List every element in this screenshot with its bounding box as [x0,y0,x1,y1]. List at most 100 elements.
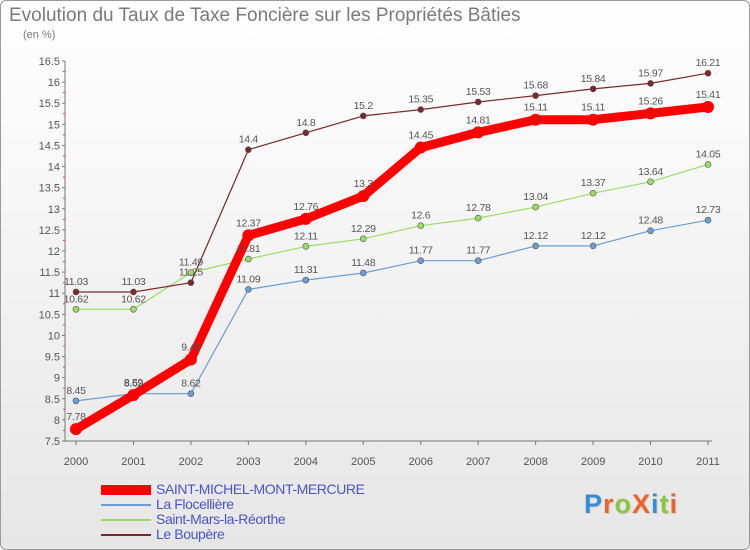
legend-label: Saint-Mars-la-Réorthe [156,511,286,527]
data-label: 11.03 [121,276,145,288]
legend-label: Le Boupère [156,526,225,542]
data-label: 12.12 [581,230,606,242]
data-label: 9.43 [181,342,201,354]
legend-swatch [101,504,151,506]
data-label: 15.41 [696,89,721,101]
logo-letter: i [651,489,660,519]
data-label: 13.64 [638,166,663,178]
data-label: 14.8 [296,117,316,129]
x-tick-label: 2008 [523,456,547,468]
data-point [417,106,425,113]
data-point [589,85,597,93]
x-tick-label: 2004 [294,456,318,468]
data-point [184,353,197,366]
y-axis-unit-label: (en %) [23,29,56,41]
data-point [130,305,137,313]
logo-letter: r [603,489,615,519]
logo-letter: P [584,489,604,519]
data-point [532,242,539,250]
data-point [245,255,252,263]
data-point [474,214,482,222]
data-point [532,92,539,99]
data-point [529,113,542,126]
x-tick-label: 2002 [179,456,203,468]
data-label: 15.53 [466,86,491,98]
y-tick-label: 13.5 [39,183,60,195]
data-point [417,257,425,265]
data-label: 11.49 [179,257,203,269]
data-label: 11.77 [409,245,433,257]
data-point [72,397,80,405]
data-point [130,288,137,296]
data-point [302,243,310,250]
y-tick-label: 15.5 [39,98,60,110]
x-tick-label: 2009 [581,456,605,468]
series-line [75,72,709,293]
data-point [589,189,597,197]
data-label: 16.21 [696,57,721,69]
x-tick-label: 2000 [64,456,88,468]
data-point [417,222,425,229]
data-label: 15.35 [408,94,433,106]
data-label: 14.4 [239,134,259,146]
data-label: 11.09 [236,273,260,285]
data-label: 8.59 [124,377,144,389]
x-tick-label: 2001 [121,456,145,468]
data-point [359,235,367,243]
y-tick-label: 7.5 [45,436,60,448]
data-label: 13.37 [581,177,606,189]
logo-letter: t [659,489,670,519]
data-label: 12.48 [638,215,663,227]
series-line [75,163,709,310]
series-line [75,219,709,402]
data-point [647,227,654,235]
data-point [242,229,255,242]
data-point [70,423,82,436]
data-label: 15.68 [523,80,548,92]
data-label: 11.81 [236,243,260,255]
data-label: 8.45 [66,385,86,397]
data-label: 15.26 [638,95,663,107]
legend-swatch [101,534,151,536]
y-tick-label: 14 [48,162,60,174]
y-tick-label: 10 [48,330,60,342]
data-point [704,216,712,224]
legend-swatch [101,485,151,495]
data-label: 15.11 [524,102,548,114]
data-label: 14.81 [466,114,491,126]
data-label: 10.62 [64,293,89,305]
data-label: 13.3 [354,178,374,190]
data-point [647,80,654,87]
y-tick-label: 14.5 [39,140,60,152]
data-point [589,242,597,250]
y-tick-label: 9 [54,373,60,385]
data-point [359,112,367,120]
logo-letter: i [669,489,679,519]
data-label: 8.62 [124,378,144,390]
chart-title: Evolution du Taux de Taxe Foncière sur l… [9,5,521,26]
data-label: 14.05 [696,148,721,160]
x-tick-label: 2011 [696,456,720,468]
y-tick-label: 15 [48,119,60,131]
y-tick-label: 12.5 [39,225,60,237]
y-tick-label: 16.5 [39,56,60,68]
data-label: 12.29 [351,223,376,235]
data-point [299,212,312,225]
data-point [474,98,482,106]
data-label: 11.25 [179,267,203,279]
data-point [357,190,370,203]
data-label: 12.37 [236,217,261,229]
legend-label: SAINT-MICHEL-MONT-MERCURE [156,481,365,497]
data-point [302,129,310,137]
data-point [704,69,712,77]
data-point [702,101,714,114]
data-label: 11.03 [64,276,88,288]
data-label: 13.04 [523,191,548,203]
data-label: 14.45 [408,130,433,142]
data-label: 12.11 [294,230,318,242]
data-label: 12.76 [293,201,318,213]
data-label: 12.78 [466,202,491,214]
data-label: 11.77 [466,245,490,257]
